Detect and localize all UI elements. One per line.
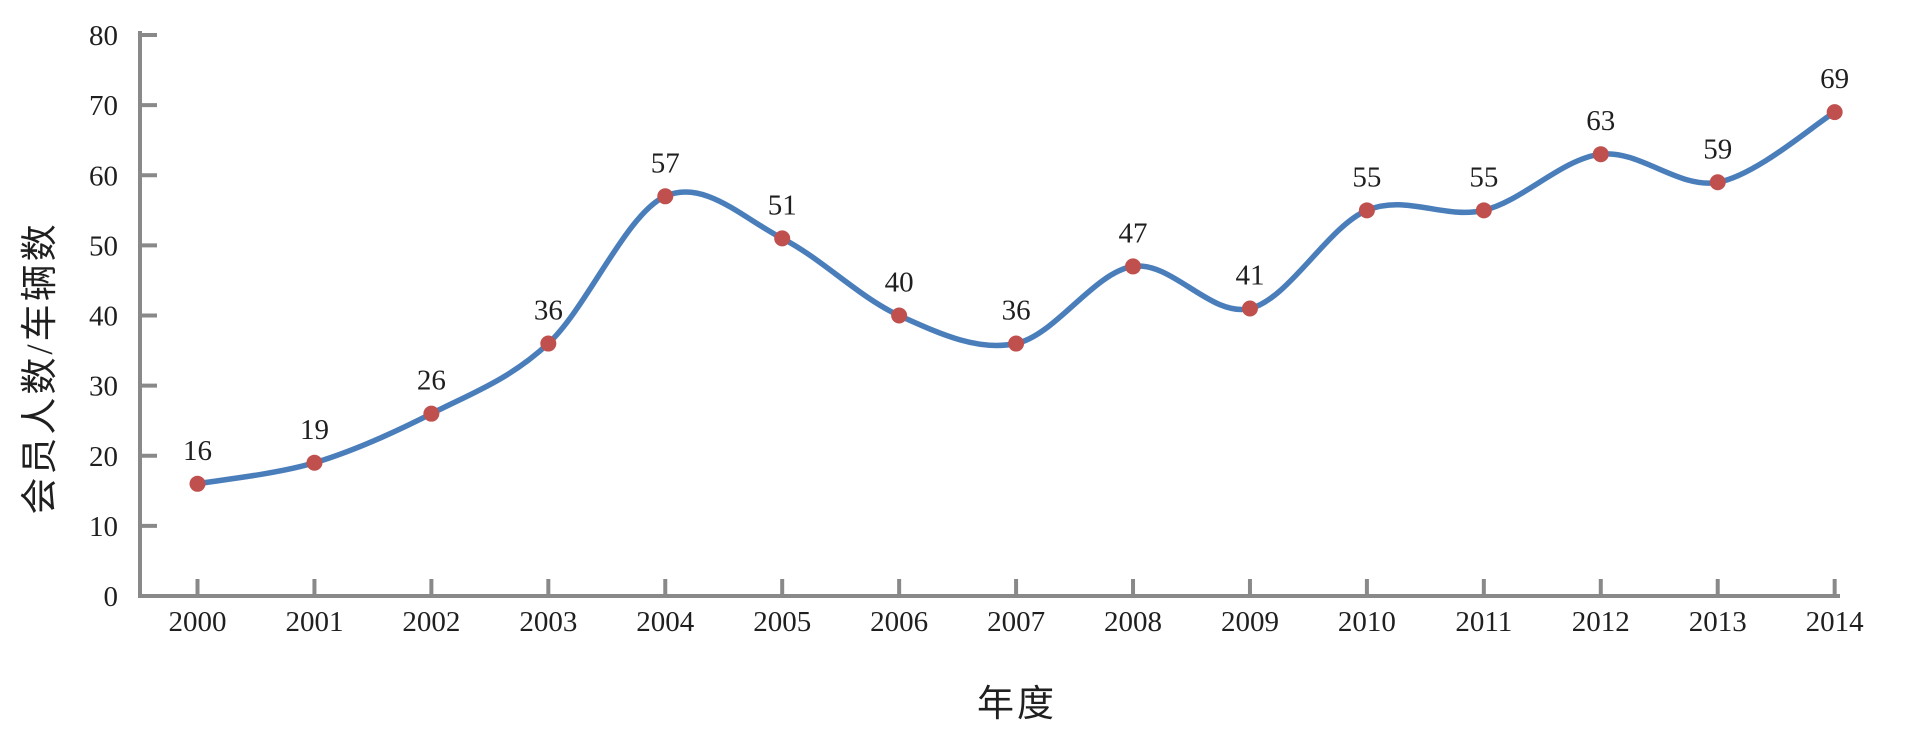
y-tick-label: 20: [89, 441, 118, 473]
x-tick-label: 2005: [753, 606, 811, 638]
x-tick-label: 2001: [285, 606, 343, 638]
x-tick-label: 2010: [1338, 606, 1396, 638]
x-tick-label: 2002: [402, 606, 460, 638]
x-tick-label: 2011: [1455, 606, 1512, 638]
data-point-marker: [774, 230, 791, 247]
data-point-marker: [1241, 300, 1258, 317]
x-axis-title: 年度: [977, 683, 1057, 725]
x-tick-label: 2007: [987, 606, 1045, 638]
y-tick-label: 80: [89, 20, 118, 52]
data-label: 36: [1002, 295, 1031, 327]
data-label: 51: [768, 189, 797, 221]
y-tick-label: 60: [89, 160, 118, 192]
data-label: 40: [885, 267, 914, 299]
x-tick-label: 2004: [636, 606, 695, 638]
data-point-marker: [1358, 202, 1375, 219]
y-axis-title: 会员人数/车辆数: [19, 221, 61, 514]
x-tick-label: 2009: [1221, 606, 1279, 638]
data-label: 63: [1586, 105, 1615, 137]
x-tick-label: 2003: [519, 606, 577, 638]
data-label: 57: [651, 147, 680, 179]
data-point-marker: [1826, 104, 1843, 121]
x-tick-label: 2014: [1806, 606, 1865, 638]
data-label: 59: [1703, 133, 1732, 165]
x-tick-label: 2000: [169, 606, 227, 638]
data-point-marker: [1709, 174, 1726, 191]
y-tick-label: 30: [89, 371, 118, 403]
data-point-marker: [1475, 202, 1492, 219]
data-point-marker: [1592, 146, 1609, 163]
data-point-marker: [189, 475, 206, 492]
data-label: 16: [183, 435, 212, 467]
x-tick-label: 2008: [1104, 606, 1162, 638]
data-label: 55: [1352, 161, 1381, 193]
data-point-marker: [891, 307, 908, 324]
y-tick-label: 40: [89, 301, 118, 333]
data-label: 47: [1119, 217, 1148, 249]
data-point-marker: [657, 188, 674, 205]
data-point-marker: [540, 335, 557, 352]
x-tick-label: 2012: [1572, 606, 1630, 638]
data-label: 69: [1820, 63, 1849, 95]
data-point-marker: [423, 405, 440, 422]
x-tick-label: 2013: [1689, 606, 1747, 638]
data-point-marker: [1008, 335, 1025, 352]
data-label: 55: [1469, 161, 1498, 193]
data-point-marker: [306, 454, 323, 471]
labels-layer: 16 19 26 36 57 51 40 36 47 41 55 55 63 59 69: [183, 63, 1849, 467]
axes-layer: 0 10 20 30 40 50 60 70 80 2000 2001 2002 2003 2004 200…: [89, 20, 1864, 638]
x-tick-label: 2006: [870, 606, 928, 638]
y-tick-label: 0: [104, 581, 119, 613]
data-label: 41: [1235, 259, 1264, 291]
y-tick-label: 50: [89, 230, 118, 262]
series-layer: [189, 104, 1843, 492]
data-label: 19: [300, 414, 329, 446]
y-tick-label: 70: [89, 90, 118, 122]
data-point-marker: [1125, 258, 1142, 275]
y-tick-label: 10: [89, 511, 118, 543]
data-label: 26: [417, 365, 446, 397]
data-label: 36: [534, 295, 563, 327]
